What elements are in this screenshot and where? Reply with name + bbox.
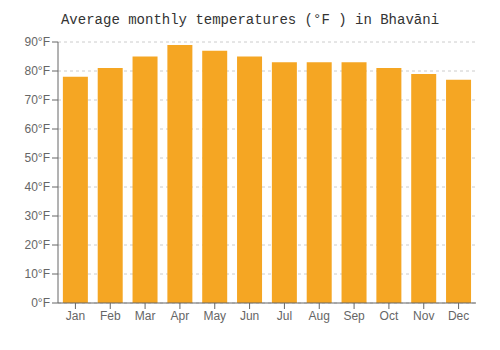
svg-text:Aug: Aug (309, 309, 330, 323)
svg-text:50°F: 50°F (25, 151, 50, 165)
svg-text:30°F: 30°F (25, 209, 50, 223)
svg-text:20°F: 20°F (25, 238, 50, 252)
svg-text:80°F: 80°F (25, 64, 50, 78)
svg-text:70°F: 70°F (25, 93, 50, 107)
svg-text:Feb: Feb (100, 309, 121, 323)
svg-text:Dec: Dec (448, 309, 469, 323)
svg-text:0°F: 0°F (31, 296, 50, 310)
svg-text:Jun: Jun (240, 309, 259, 323)
html-text:Average monthly temperatures (: Average monthly temperatures (°F ) in Bh… (61, 12, 439, 28)
svg-text:Jan: Jan (66, 309, 85, 323)
svg-text:10°F: 10°F (25, 267, 50, 281)
svg-text:Oct: Oct (380, 309, 399, 323)
svg-text:40°F: 40°F (25, 180, 50, 194)
svg-text:Jul: Jul (277, 309, 292, 323)
svg-text:90°F: 90°F (25, 35, 50, 49)
svg-text:May: May (203, 309, 226, 323)
svg-text:Apr: Apr (171, 309, 190, 323)
svg-text:Mar: Mar (135, 309, 156, 323)
svg-text:Sep: Sep (343, 309, 365, 323)
svg-text:60°F: 60°F (25, 122, 50, 136)
svg-text:Nov: Nov (413, 309, 434, 323)
